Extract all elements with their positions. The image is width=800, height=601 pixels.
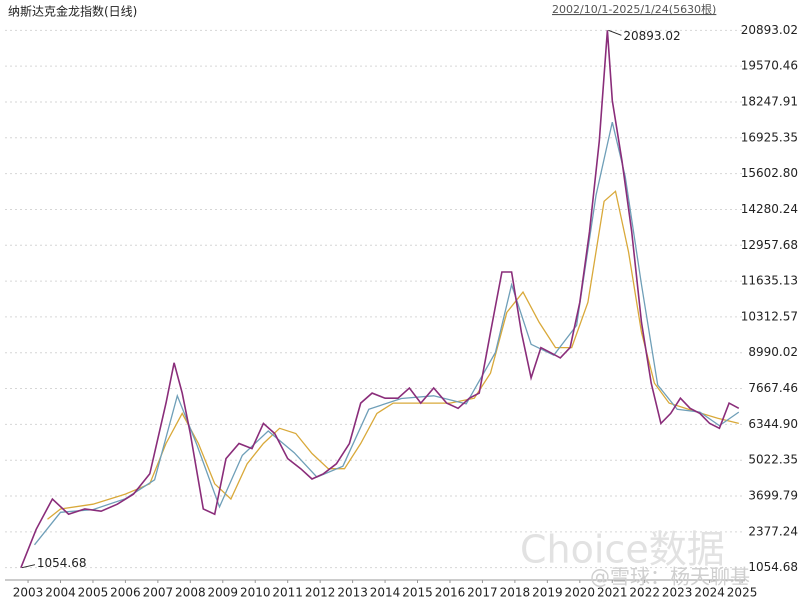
series-line (20, 30, 740, 568)
chart-title: 纳斯达克金龙指数(日线) (8, 4, 137, 19)
y-tick-label: 10312.57 (741, 309, 798, 323)
x-tick-label: 2020 (565, 586, 596, 600)
x-tick-label: 2012 (305, 586, 336, 600)
x-tick-label: 2018 (500, 586, 531, 600)
x-tick-label: 2021 (597, 586, 628, 600)
annotation-label: 1054.68 (37, 556, 87, 570)
x-tick-label: 2006 (110, 586, 141, 600)
watermark: @雪球：杨天聊基 (590, 565, 750, 589)
x-tick-label: 2023 (662, 586, 693, 600)
x-tick-label: 2024 (694, 586, 725, 600)
x-tick-label: 2014 (370, 586, 401, 600)
x-tick-label: 2025 (727, 586, 758, 600)
x-tick-label: 2011 (272, 586, 303, 600)
x-tick-label: 2015 (402, 586, 433, 600)
x-tick-label: 2007 (143, 586, 174, 600)
x-tick-label: 2003 (13, 586, 44, 600)
y-tick-label: 20893.02 (741, 23, 798, 37)
y-tick-label: 1054.68 (748, 560, 798, 574)
y-tick-label: 5022.35 (748, 453, 798, 467)
y-tick-label: 16925.35 (741, 130, 798, 144)
x-tick-label: 2010 (240, 586, 271, 600)
x-tick-label: 2009 (208, 586, 239, 600)
x-tick-label: 2019 (532, 586, 563, 600)
annotation-arrow (608, 29, 622, 36)
y-tick-label: 15602.80 (741, 166, 798, 180)
x-tick-label: 2004 (45, 586, 76, 600)
date-range: 2002/10/1-2025/1/24(5630根) (552, 2, 716, 16)
y-tick-label: 14280.24 (741, 202, 798, 216)
watermark: Choice数据 (520, 528, 725, 572)
x-tick-label: 2005 (78, 586, 109, 600)
y-tick-label: 6344.90 (748, 417, 798, 431)
y-tick-label: 7667.46 (748, 381, 798, 395)
annotation-arrow (21, 564, 36, 569)
x-tick-label: 2016 (435, 586, 466, 600)
y-tick-label: 19570.46 (741, 59, 798, 73)
series-line (33, 122, 740, 546)
y-tick-label: 2377.24 (748, 524, 798, 538)
y-tick-label: 11635.13 (741, 274, 798, 288)
y-tick-label: 12957.68 (741, 238, 798, 252)
annotation-label: 20893.02 (623, 29, 680, 43)
x-tick-label: 2013 (337, 586, 368, 600)
y-tick-label: 18247.91 (741, 94, 798, 108)
x-tick-label: 2022 (629, 586, 660, 600)
y-tick-label: 3699.79 (748, 489, 798, 503)
x-tick-label: 2008 (175, 586, 206, 600)
x-tick-label: 2017 (467, 586, 498, 600)
y-tick-label: 8990.02 (748, 345, 798, 359)
